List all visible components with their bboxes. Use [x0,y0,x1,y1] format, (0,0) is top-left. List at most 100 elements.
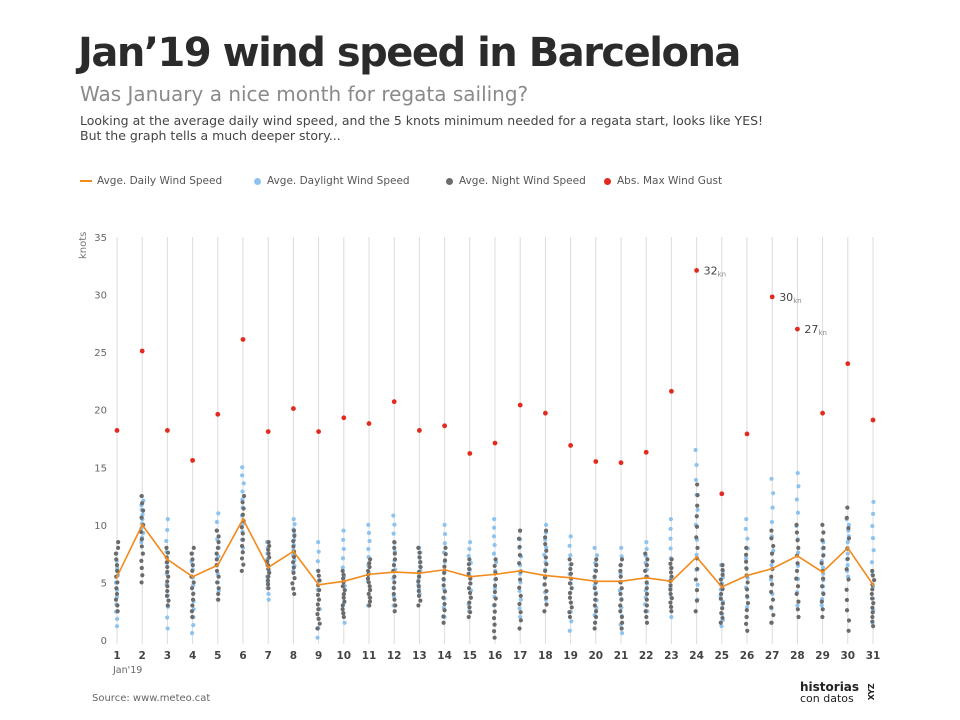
night-point [569,586,574,591]
daylight-point [567,628,572,633]
gust-point [769,294,775,300]
night-point [619,597,624,602]
night-point [593,568,599,574]
night-point [115,568,120,574]
night-point [315,626,320,631]
night-point [820,522,825,527]
night-point [745,580,750,585]
night-point [643,609,648,614]
night-point [846,577,851,582]
night-point [315,602,320,607]
night-point [619,626,624,631]
daylight-point [216,511,221,516]
night-point [643,551,648,556]
night-point [416,584,421,589]
night-point [544,588,549,594]
x-tick-label: 9 [315,650,322,662]
daily-average-point [871,583,875,587]
night-point [845,505,850,510]
daylight-point [668,536,673,541]
daylight-point [315,635,320,640]
night-point [619,557,625,562]
legend-item-daylight: Avge. Daylight Wind Speed [254,175,410,187]
source-note: Source: www.meteo.cat [92,693,211,704]
night-point [418,598,423,603]
night-point [695,493,700,498]
night-point [694,588,700,593]
y-tick-label: 30 [94,291,107,302]
daylight-point [694,552,699,557]
y-tick-label: 15 [94,463,107,474]
night-point [140,551,145,556]
gust-point [391,399,397,405]
x-tick-label: 3 [164,650,171,662]
daylight-point [366,522,371,527]
night-point [267,570,272,575]
x-tick-label: 23 [664,650,679,662]
night-point [644,591,650,597]
daylight-point [517,606,522,611]
daylight-point [869,560,875,565]
chart-title: Jan’19 wind speed in Barcelona [78,30,741,76]
night-point [593,591,598,597]
gust-annotation-value: 30 [779,291,793,304]
night-point [216,534,221,539]
night-point [139,529,144,535]
night-point [141,508,146,513]
gust-annotation: 30kn [779,291,802,305]
night-point [870,619,875,624]
night-point [341,576,346,581]
daylight-point [442,541,447,546]
x-tick-label: 1 [113,650,120,662]
night-point [794,568,800,574]
night-point [845,556,850,562]
daily-average-point [796,554,799,558]
daily-average-point [418,571,421,575]
x-tick-label: 4 [189,650,196,662]
night-point [870,614,875,620]
daylight-point [491,551,497,556]
daily-average-point [569,576,572,580]
night-point [669,557,674,562]
daily-average-point [644,576,648,580]
night-point [720,572,725,577]
night-point [391,591,396,597]
night-point [542,609,547,614]
night-point [743,559,749,564]
night-point [467,566,472,572]
night-point [491,616,497,621]
night-point [190,603,195,608]
night-point [392,580,397,585]
night-point [291,586,296,591]
night-point [442,589,447,594]
night-point [240,537,246,542]
x-tick-label: 29 [815,650,830,662]
night-point [720,601,725,606]
x-tick-label: 5 [214,650,221,662]
x-tick-label: 13 [412,650,427,662]
daylight-point [769,563,774,568]
night-point [543,541,548,547]
daylight-point [165,615,170,620]
night-point [644,620,650,625]
night-point [416,593,422,598]
night-point [618,563,623,568]
gust-annotation-unit: kn [818,329,827,337]
brand-name-bottom: con datos [800,692,854,705]
daylight-point [291,517,296,522]
daily-average-point [140,523,144,527]
night-point [441,614,446,619]
gust-annotation-value: 27 [804,323,818,336]
gust-point [291,406,296,411]
night-point [116,540,121,545]
night-point [668,570,674,575]
night-point [191,545,196,550]
daylight-point [115,616,120,622]
night-point [341,572,346,577]
legend-swatch-dot [254,177,261,185]
daylight-point [820,565,826,570]
night-point [164,545,169,550]
night-point [416,603,421,608]
night-point [870,596,875,601]
night-point [694,524,700,529]
